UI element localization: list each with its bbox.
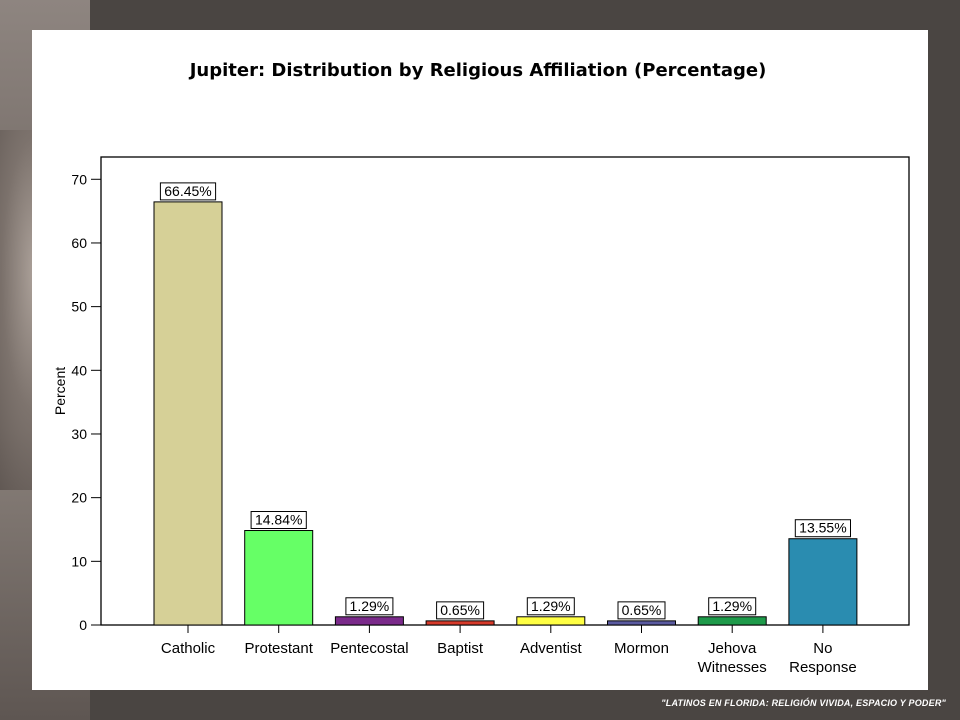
- y-tick-label: 70: [71, 171, 87, 187]
- bar: [607, 620, 676, 626]
- x-tick-label: Jehova: [708, 640, 757, 657]
- y-tick-label: 40: [71, 362, 87, 378]
- data-label: 1.29%: [712, 598, 752, 614]
- data-label-box: [617, 601, 666, 620]
- data-label: 66.45%: [164, 183, 211, 199]
- data-label: 0.65%: [622, 602, 662, 618]
- y-tick-label: 60: [71, 235, 87, 251]
- x-tick-label: Witnesses: [698, 659, 767, 676]
- data-label: 14.84%: [255, 512, 302, 528]
- data-label: 13.55%: [799, 520, 846, 536]
- x-tick-label: Adventist: [520, 640, 583, 657]
- bar: [516, 616, 586, 626]
- data-label-box: [345, 597, 394, 616]
- data-label: 1.29%: [531, 598, 571, 614]
- y-axis-label: Percent: [52, 367, 68, 415]
- x-tick-label: Protestant: [245, 640, 314, 657]
- y-tick-label: 20: [71, 490, 87, 506]
- bar: [425, 620, 495, 626]
- data-label-box: [250, 511, 307, 530]
- x-tick-label: Baptist: [437, 640, 484, 657]
- bar: [244, 530, 314, 626]
- x-tick-label: No: [813, 640, 832, 657]
- y-tick-label: 0: [79, 617, 87, 633]
- bar: [334, 616, 404, 626]
- y-tick-label: 30: [71, 426, 87, 442]
- x-tick-label: Mormon: [614, 640, 669, 657]
- chart-title: Jupiter: Distribution by Religious Affil…: [189, 60, 767, 81]
- y-tick-label: 10: [71, 553, 87, 569]
- data-label-box: [794, 519, 851, 538]
- plot-frame: [100, 156, 910, 626]
- data-label: 1.29%: [350, 598, 390, 614]
- x-tick-label: Response: [789, 659, 857, 676]
- data-label: 0.65%: [440, 602, 480, 618]
- data-label-box: [708, 597, 757, 616]
- y-tick-label: 50: [71, 299, 87, 315]
- x-tick-label: Pentecostal: [330, 640, 408, 657]
- bar: [788, 538, 858, 626]
- x-tick-label: Catholic: [161, 640, 216, 657]
- data-label-box: [526, 597, 575, 616]
- bar: [697, 616, 767, 626]
- data-label-box: [436, 601, 485, 620]
- bar: [153, 201, 223, 626]
- data-label-box: [159, 182, 217, 201]
- footer-caption: "LATINOS EN FLORIDA: RELIGIÓN VIVIDA, ES…: [661, 698, 946, 708]
